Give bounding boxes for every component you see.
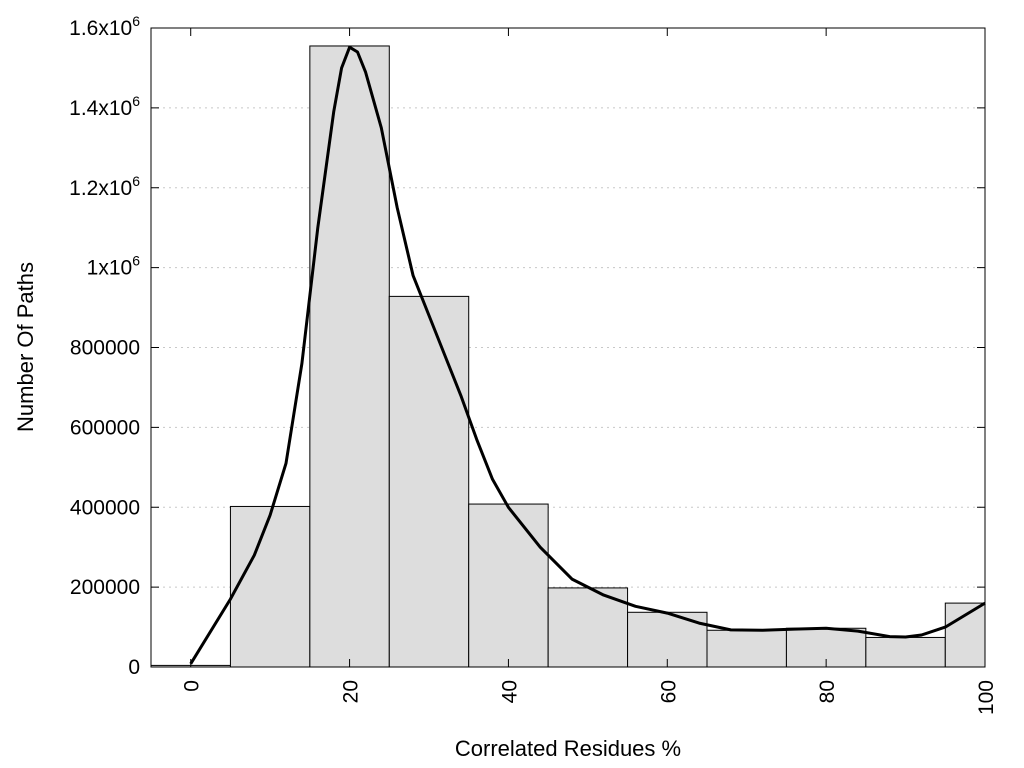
y-tick-label: 200000 bbox=[70, 576, 140, 599]
histogram-bar bbox=[547, 587, 629, 668]
histogram-bar bbox=[944, 602, 986, 668]
histogram-bar bbox=[706, 629, 787, 668]
y-tick-label: 0 bbox=[128, 656, 140, 679]
density-curve bbox=[189, 45, 986, 665]
x-tick-label: 80 bbox=[816, 680, 839, 703]
x-tick-label: 20 bbox=[340, 680, 363, 703]
y-axis-label: Number Of Paths bbox=[13, 262, 38, 432]
y-tick-label: 400000 bbox=[70, 496, 140, 519]
histogram-bar bbox=[865, 636, 946, 668]
histogram-bar bbox=[309, 45, 390, 668]
histogram-bar bbox=[388, 295, 470, 668]
x-axis-label: Correlated Residues % bbox=[455, 736, 681, 761]
y-tick-label: 800000 bbox=[70, 337, 140, 360]
y-axis: 0 200000 400000 600000 800000 1x106 1.2x106 1.4… bbox=[69, 13, 985, 679]
x-tick-label: 0 bbox=[181, 680, 204, 692]
histogram-bar bbox=[468, 503, 549, 668]
x-tick-label: 40 bbox=[498, 680, 521, 703]
density-curve-layer bbox=[189, 45, 986, 665]
y-tick-label: 1.4x106 bbox=[69, 93, 140, 120]
x-tick-label: 100 bbox=[975, 680, 998, 715]
x-tick-label: 60 bbox=[657, 680, 680, 703]
y-tick-label: 1x106 bbox=[87, 253, 141, 280]
histogram-bar bbox=[229, 505, 311, 668]
y-tick-label: 1.2x106 bbox=[69, 173, 140, 200]
y-tick-label: 1.6x106 bbox=[69, 13, 140, 40]
y-tick-label: 600000 bbox=[70, 416, 140, 439]
x-axis: 0 20 40 60 80 100 bbox=[181, 28, 998, 715]
histogram-bar bbox=[627, 611, 708, 668]
